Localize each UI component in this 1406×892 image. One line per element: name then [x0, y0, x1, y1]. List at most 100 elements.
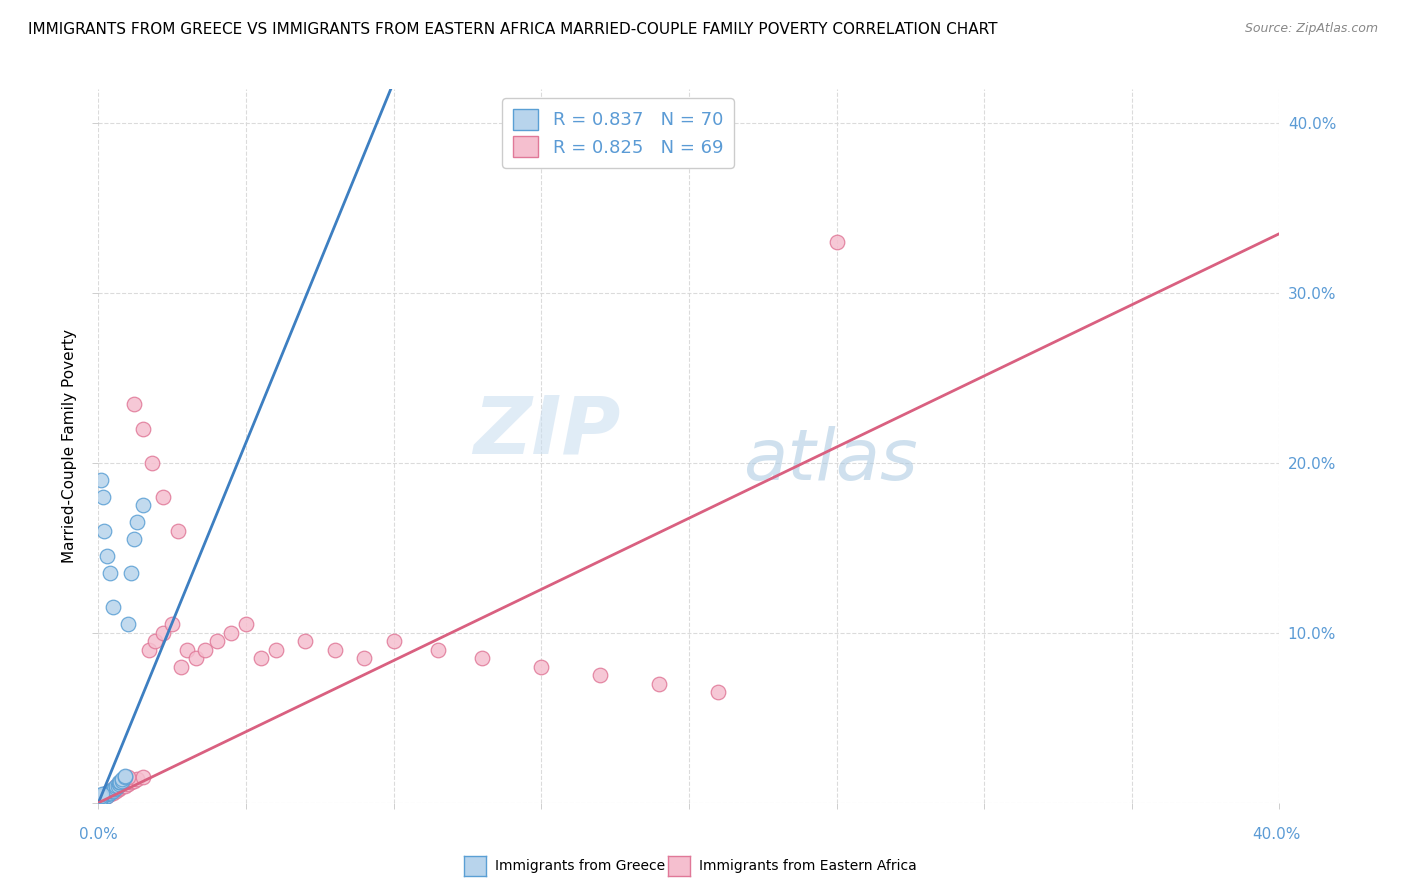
Point: [114, 769, 136, 783]
Point: [90, 792, 112, 806]
Point: [94, 789, 117, 803]
Point: [162, 617, 183, 632]
Point: [108, 775, 131, 789]
Point: [105, 780, 128, 795]
Text: Immigrants from Eastern Africa: Immigrants from Eastern Africa: [699, 859, 917, 873]
Point: [103, 600, 125, 615]
Point: [103, 782, 125, 797]
Point: [89, 794, 111, 808]
Point: [143, 634, 166, 648]
Point: [91, 790, 114, 805]
Point: [176, 643, 198, 657]
Point: [427, 643, 450, 657]
Point: [91, 790, 114, 805]
Point: [111, 775, 134, 789]
Point: [107, 779, 129, 793]
Point: [90, 790, 112, 805]
Point: [184, 651, 207, 665]
Point: [132, 422, 155, 436]
Point: [90, 787, 112, 801]
Point: [89, 792, 111, 806]
Point: [90, 790, 112, 805]
Point: [91, 792, 114, 806]
Point: [530, 660, 553, 674]
Point: [87, 794, 110, 808]
Text: Source: ZipAtlas.com: Source: ZipAtlas.com: [1244, 22, 1378, 36]
Point: [117, 777, 139, 791]
Point: [825, 235, 848, 249]
Point: [91, 789, 114, 803]
Point: [152, 626, 174, 640]
Point: [94, 789, 117, 803]
Point: [98, 786, 121, 800]
Text: 40.0%: 40.0%: [1253, 827, 1301, 841]
Point: [108, 777, 131, 791]
Text: 0.0%: 0.0%: [79, 827, 118, 841]
Point: [93, 787, 115, 801]
Point: [90, 790, 112, 805]
Point: [89, 790, 111, 805]
Point: [89, 792, 111, 806]
Point: [89, 794, 111, 808]
Point: [98, 784, 121, 798]
Point: [108, 780, 131, 795]
Point: [90, 794, 112, 808]
Point: [108, 782, 131, 797]
Point: [93, 789, 115, 803]
Point: [94, 787, 117, 801]
Point: [152, 490, 174, 504]
Point: [103, 786, 125, 800]
Point: [93, 787, 115, 801]
Point: [353, 651, 375, 665]
Point: [90, 792, 112, 806]
Point: [93, 789, 115, 803]
Point: [98, 784, 121, 798]
Text: ZIP: ZIP: [474, 392, 621, 471]
Point: [117, 770, 139, 784]
Point: [96, 789, 118, 803]
Point: [98, 787, 121, 801]
Point: [87, 794, 110, 808]
Point: [264, 643, 287, 657]
Point: [89, 792, 111, 806]
Point: [90, 473, 112, 487]
Point: [105, 779, 128, 793]
Point: [125, 516, 148, 530]
Point: [194, 643, 217, 657]
Point: [103, 784, 125, 798]
Point: [97, 786, 120, 800]
Point: [167, 524, 190, 538]
Point: [93, 790, 115, 805]
Point: [100, 784, 122, 798]
Point: [648, 677, 671, 691]
Point: [87, 794, 110, 808]
Point: [103, 784, 125, 798]
Y-axis label: Married-Couple Family Poverty: Married-Couple Family Poverty: [62, 329, 77, 563]
Point: [87, 792, 110, 806]
Point: [141, 456, 163, 470]
Point: [97, 786, 120, 800]
Point: [108, 775, 131, 789]
Point: [96, 786, 118, 800]
Point: [90, 790, 112, 805]
Point: [235, 617, 257, 632]
Point: [111, 779, 134, 793]
Point: [89, 792, 111, 806]
Point: [117, 617, 139, 632]
Legend: R = 0.837   N = 70, R = 0.825   N = 69: R = 0.837 N = 70, R = 0.825 N = 69: [502, 98, 734, 168]
Point: [89, 790, 111, 805]
Point: [91, 790, 114, 805]
Point: [120, 566, 142, 581]
Point: [105, 782, 128, 797]
Point: [94, 787, 117, 801]
Point: [90, 789, 112, 803]
Point: [122, 533, 145, 547]
Point: [120, 775, 142, 789]
Point: [89, 794, 111, 808]
Point: [105, 784, 128, 798]
Point: [89, 794, 111, 808]
Point: [90, 789, 112, 803]
Point: [89, 794, 111, 808]
Point: [96, 787, 118, 801]
Point: [97, 787, 120, 801]
